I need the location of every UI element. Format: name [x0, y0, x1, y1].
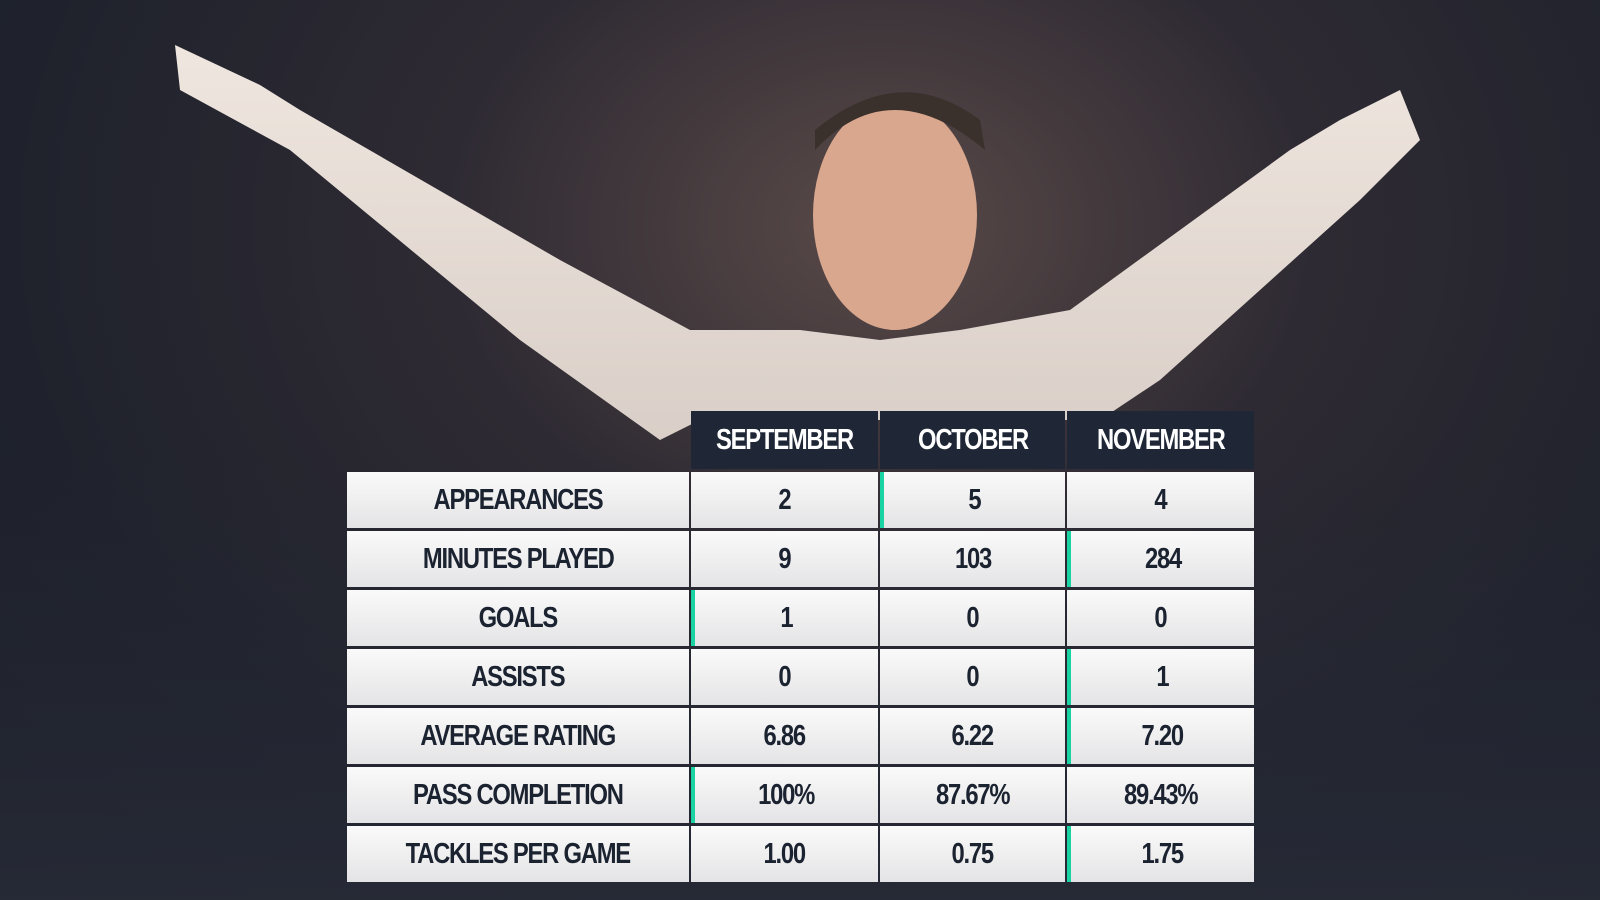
value-text: 5	[968, 483, 981, 516]
value-text: 1.75	[1141, 837, 1185, 870]
row-label: MINUTES PLAYED	[422, 542, 615, 575]
value-cell: 6.86	[691, 708, 878, 764]
header-text: OCTOBER	[917, 423, 1029, 456]
value-cell: 5	[880, 472, 1065, 528]
value-text: 1	[1156, 660, 1169, 693]
row-label: APPEARANCES	[433, 483, 604, 516]
value-cell: 1	[691, 590, 878, 646]
value-cell: 0.75	[880, 826, 1065, 882]
value-text: 7.20	[1141, 719, 1185, 752]
row-label: PASS COMPLETION	[413, 778, 624, 811]
value-cell: 0	[880, 649, 1065, 705]
value-cell: 1	[1067, 649, 1254, 705]
value-text: 6.86	[763, 719, 807, 752]
row-label: GOALS	[478, 601, 559, 634]
value-cell: 7.20	[1067, 708, 1254, 764]
row-label-cell: TACKLES PER GAME	[347, 826, 689, 882]
value-text: 87.67%	[935, 778, 1011, 811]
row-label-cell: APPEARANCES	[347, 472, 689, 528]
value-cell: 103	[880, 531, 1065, 587]
value-text: 2	[778, 483, 791, 516]
value-text: 0	[966, 601, 979, 634]
value-text: 0	[778, 660, 791, 693]
value-cell: 87.67%	[880, 767, 1065, 823]
header-cell: NOVEMBER	[1067, 411, 1254, 469]
row-label: TACKLES PER GAME	[405, 837, 632, 870]
value-cell: 9	[691, 531, 878, 587]
row-label-cell: MINUTES PLAYED	[347, 531, 689, 587]
value-cell: 1.75	[1067, 826, 1254, 882]
value-cell: 100%	[691, 767, 878, 823]
row-label-cell: ASSISTS	[347, 649, 689, 705]
header-cell: OCTOBER	[880, 411, 1065, 469]
value-cell: 0	[1067, 590, 1254, 646]
value-cell: 284	[1067, 531, 1254, 587]
value-text: 89.43%	[1123, 778, 1199, 811]
value-cell: 0	[880, 590, 1065, 646]
value-text: 0.75	[951, 837, 995, 870]
value-cell: 4	[1067, 472, 1254, 528]
header-text: NOVEMBER	[1096, 423, 1226, 456]
value-text: 4	[1154, 483, 1167, 516]
value-text: 0	[1154, 601, 1167, 634]
row-label-cell: GOALS	[347, 590, 689, 646]
value-text: 0	[966, 660, 979, 693]
value-cell: 0	[691, 649, 878, 705]
value-text: 1.00	[763, 837, 807, 870]
value-text: 100%	[758, 778, 816, 811]
row-label: ASSISTS	[471, 660, 565, 693]
value-text: 103	[954, 542, 991, 575]
value-cell: 1.00	[691, 826, 878, 882]
value-text: 9	[778, 542, 791, 575]
header-cell: SEPTEMBER	[691, 411, 878, 469]
value-text: 1	[780, 601, 793, 634]
value-cell: 2	[691, 472, 878, 528]
header-text: SEPTEMBER	[716, 423, 854, 456]
value-text: 284	[1144, 542, 1181, 575]
row-label-cell: AVERAGE RATING	[347, 708, 689, 764]
value-cell: 6.22	[880, 708, 1065, 764]
value-text: 6.22	[951, 719, 995, 752]
row-label-cell: PASS COMPLETION	[347, 767, 689, 823]
row-label: AVERAGE RATING	[420, 719, 617, 752]
value-cell: 89.43%	[1067, 767, 1254, 823]
